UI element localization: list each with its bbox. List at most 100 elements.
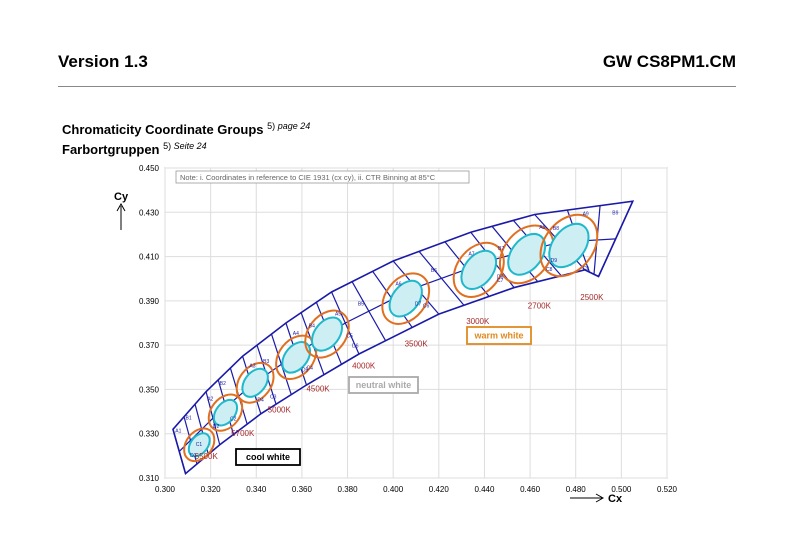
x-tick-label: 0.480 — [566, 485, 587, 494]
title-english: Chromaticity Coordinate Groups — [62, 122, 264, 137]
x-tick-label: 0.360 — [292, 485, 313, 494]
region-box — [348, 376, 419, 394]
bin-code: D8 — [497, 275, 504, 281]
bin-code: C9 — [583, 266, 590, 272]
macadam-ellipse-group — [304, 309, 350, 359]
x-tick-label: 0.500 — [611, 485, 632, 494]
cct-label: 3500K — [405, 339, 429, 348]
cct-label: 5000K — [268, 406, 292, 415]
y-tick-label: 0.310 — [139, 474, 160, 483]
bin-divider — [597, 200, 634, 277]
x-tick-label: 0.520 — [657, 485, 678, 494]
outer-ellipse — [275, 334, 318, 380]
bin-code: A2 — [207, 397, 213, 403]
bin-code: B4 — [309, 323, 315, 329]
chart-note: Note: i. Coordinates in reference to CIE… — [175, 170, 470, 184]
cct-label: 4500K — [306, 385, 330, 394]
bin-code: A8 — [539, 225, 545, 231]
outer-ellipse — [235, 361, 275, 404]
bin-code: C4 — [306, 366, 313, 372]
bin-code: B3 — [263, 359, 269, 365]
y-tick-label: 0.410 — [139, 253, 160, 262]
bin-code: B6 — [431, 268, 437, 274]
x-tick-label: 0.460 — [520, 485, 541, 494]
macadam-ellipse-group — [183, 427, 216, 463]
inner-ellipse — [187, 432, 211, 458]
bin-code: C8 — [546, 267, 553, 273]
region-text: warm white — [473, 331, 523, 341]
y-axis-arrowhead — [116, 202, 126, 212]
bin-code: A9 — [583, 212, 589, 218]
bin-code: B7 — [498, 246, 504, 252]
bin-code: D9 — [551, 258, 558, 264]
region-label: warm white — [466, 326, 532, 345]
bin-code: B5 — [358, 301, 364, 307]
bin-code: A7 — [468, 251, 474, 257]
y-tick-label: 0.430 — [139, 208, 160, 217]
y-axis-label: Cy — [114, 191, 129, 203]
inner-ellipse — [241, 367, 269, 398]
outer-ellipse — [381, 272, 431, 325]
cct-label: 2500K — [580, 293, 604, 302]
cct-label: 4000K — [352, 361, 376, 370]
inner-ellipse — [460, 249, 498, 290]
region-text: cool white — [246, 452, 290, 462]
bin-code: A5 — [335, 311, 341, 317]
title-english-ref: 5) — [267, 121, 276, 131]
bin-code: D5 — [302, 368, 309, 374]
x-tick-label: 0.380 — [338, 485, 359, 494]
cct-label: 2700K — [528, 302, 552, 311]
x-axis-arrowhead — [595, 493, 605, 503]
macadam-ellipse-group — [452, 241, 505, 298]
bin-code: B9 — [612, 211, 618, 217]
bin-code: D2 — [213, 424, 220, 430]
inner-ellipse — [548, 222, 590, 269]
bin-code: A6 — [395, 281, 401, 287]
outer-ellipse — [183, 427, 216, 463]
bin-code: B2 — [220, 381, 226, 387]
header-divider — [58, 86, 736, 87]
macadam-ellipse-group — [235, 361, 275, 404]
title-english-page: page 24 — [277, 121, 311, 131]
cct-label: 6500K — [195, 452, 219, 461]
bin-code: A4 — [293, 331, 299, 337]
region-box — [235, 448, 301, 466]
bin-code: D6 — [352, 343, 359, 349]
inner-ellipse — [388, 279, 423, 318]
macadam-ellipse-group — [275, 334, 318, 380]
bin-divider — [418, 251, 465, 306]
bin-divider — [351, 281, 387, 342]
bin-code: A3 — [249, 363, 255, 369]
product-code: GW CS8PM1.CM — [602, 52, 736, 71]
x-axis-label: Cx — [608, 493, 623, 505]
macadam-ellipse-group — [381, 272, 431, 325]
y-tick-label: 0.390 — [139, 297, 160, 306]
outer-ellipse — [304, 309, 350, 359]
bin-code: B1 — [186, 415, 192, 421]
x-tick-label: 0.340 — [246, 485, 267, 494]
bin-boundary — [172, 200, 635, 475]
bin-code: C6 — [423, 304, 430, 310]
bin-divider — [331, 291, 360, 355]
bin-code: C7 — [497, 278, 504, 284]
cct-label: 5700K — [231, 429, 255, 438]
bin-code: C2 — [230, 416, 237, 422]
bin-code: D4 — [257, 398, 264, 404]
inner-ellipse — [310, 316, 344, 352]
bin-code: C5 — [346, 333, 353, 339]
bin-code: C3 — [270, 394, 277, 400]
bin-code: B8 — [553, 226, 559, 232]
bin-code: A1 — [175, 429, 181, 435]
section-title: Chromaticity Coordinate Groups 5) page 2… — [62, 118, 310, 158]
note-box — [175, 170, 470, 184]
region-text: neutral white — [356, 380, 412, 390]
inner-ellipse — [212, 398, 239, 427]
outer-ellipse — [452, 241, 505, 298]
bin-code: D7 — [415, 301, 422, 307]
y-tick-label: 0.330 — [139, 430, 160, 439]
macadam-ellipse-group — [539, 213, 599, 278]
version-label: Version 1.3 — [58, 52, 148, 71]
inner-ellipse — [281, 341, 312, 374]
y-tick-label: 0.450 — [139, 164, 160, 173]
